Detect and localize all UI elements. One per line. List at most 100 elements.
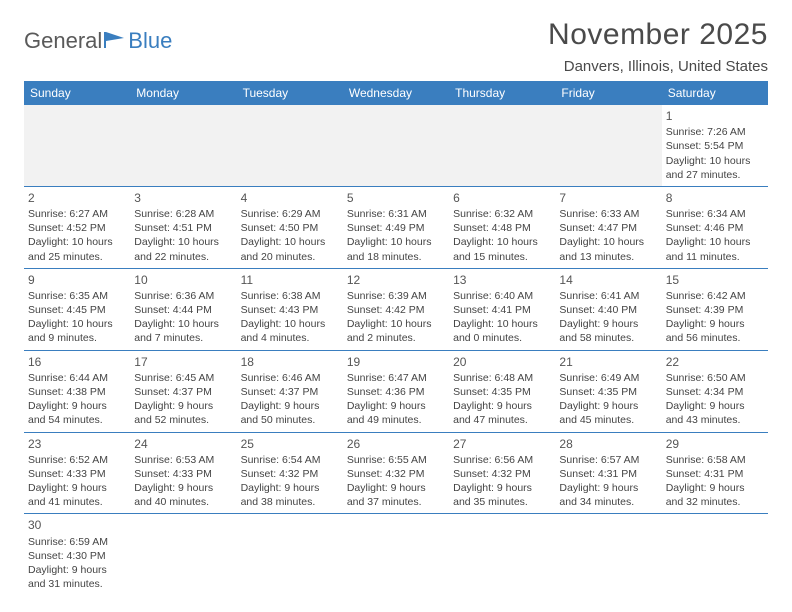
calendar-cell: 10Sunrise: 6:36 AMSunset: 4:44 PMDayligh… [130,268,236,350]
sunrise-text: Sunrise: 6:49 AM [559,371,657,385]
day-number: 11 [241,272,339,288]
calendar-row: 30Sunrise: 6:59 AMSunset: 4:30 PMDayligh… [24,514,768,595]
sunset-text: Sunset: 4:30 PM [28,549,126,563]
daylight-text: Daylight: 10 hours and 2 minutes. [347,317,445,345]
daylight-text: Daylight: 9 hours and 54 minutes. [28,399,126,427]
calendar-row: 1Sunrise: 7:26 AMSunset: 5:54 PMDaylight… [24,105,768,186]
sunset-text: Sunset: 4:42 PM [347,303,445,317]
sunset-text: Sunset: 4:48 PM [453,221,551,235]
sunset-text: Sunset: 4:39 PM [666,303,764,317]
calendar-cell-empty [130,514,236,595]
sunset-text: Sunset: 4:33 PM [28,467,126,481]
daylight-text: Daylight: 9 hours and 38 minutes. [241,481,339,509]
calendar-cell: 4Sunrise: 6:29 AMSunset: 4:50 PMDaylight… [237,186,343,268]
daylight-text: Daylight: 9 hours and 34 minutes. [559,481,657,509]
daylight-text: Daylight: 9 hours and 56 minutes. [666,317,764,345]
logo-flag-icon [104,32,126,48]
daylight-text: Daylight: 9 hours and 50 minutes. [241,399,339,427]
calendar-head: SundayMondayTuesdayWednesdayThursdayFrid… [24,81,768,105]
day-number: 30 [28,517,126,533]
calendar-row: 23Sunrise: 6:52 AMSunset: 4:33 PMDayligh… [24,432,768,514]
calendar-row: 9Sunrise: 6:35 AMSunset: 4:45 PMDaylight… [24,268,768,350]
calendar-cell: 19Sunrise: 6:47 AMSunset: 4:36 PMDayligh… [343,350,449,432]
calendar-cell-empty [662,514,768,595]
daylight-text: Daylight: 9 hours and 32 minutes. [666,481,764,509]
calendar-cell: 6Sunrise: 6:32 AMSunset: 4:48 PMDaylight… [449,186,555,268]
calendar-cell: 23Sunrise: 6:52 AMSunset: 4:33 PMDayligh… [24,432,130,514]
sunrise-text: Sunrise: 6:53 AM [134,453,232,467]
day-number: 26 [347,436,445,452]
day-number: 17 [134,354,232,370]
calendar-cell: 30Sunrise: 6:59 AMSunset: 4:30 PMDayligh… [24,514,130,595]
day-number: 2 [28,190,126,206]
day-number: 7 [559,190,657,206]
sunset-text: Sunset: 4:46 PM [666,221,764,235]
calendar-cell: 25Sunrise: 6:54 AMSunset: 4:32 PMDayligh… [237,432,343,514]
sunrise-text: Sunrise: 6:55 AM [347,453,445,467]
daylight-text: Daylight: 9 hours and 47 minutes. [453,399,551,427]
sunrise-text: Sunrise: 6:52 AM [28,453,126,467]
day-number: 27 [453,436,551,452]
daylight-text: Daylight: 10 hours and 18 minutes. [347,235,445,263]
calendar-cell: 29Sunrise: 6:58 AMSunset: 4:31 PMDayligh… [662,432,768,514]
calendar-cell: 3Sunrise: 6:28 AMSunset: 4:51 PMDaylight… [130,186,236,268]
sunrise-text: Sunrise: 7:26 AM [666,125,764,139]
sunset-text: Sunset: 4:44 PM [134,303,232,317]
daylight-text: Daylight: 10 hours and 11 minutes. [666,235,764,263]
location: Danvers, Illinois, United States [548,58,768,75]
daylight-text: Daylight: 9 hours and 35 minutes. [453,481,551,509]
sunrise-text: Sunrise: 6:46 AM [241,371,339,385]
sunrise-text: Sunrise: 6:33 AM [559,207,657,221]
calendar-cell-empty [130,105,236,186]
calendar-cell: 2Sunrise: 6:27 AMSunset: 4:52 PMDaylight… [24,186,130,268]
calendar-cell-empty [555,105,661,186]
calendar-cell: 13Sunrise: 6:40 AMSunset: 4:41 PMDayligh… [449,268,555,350]
sunset-text: Sunset: 4:49 PM [347,221,445,235]
day-number: 4 [241,190,339,206]
calendar-cell: 12Sunrise: 6:39 AMSunset: 4:42 PMDayligh… [343,268,449,350]
calendar-cell: 18Sunrise: 6:46 AMSunset: 4:37 PMDayligh… [237,350,343,432]
day-number: 16 [28,354,126,370]
sunset-text: Sunset: 4:45 PM [28,303,126,317]
daylight-text: Daylight: 10 hours and 4 minutes. [241,317,339,345]
sunset-text: Sunset: 4:50 PM [241,221,339,235]
calendar-cell: 8Sunrise: 6:34 AMSunset: 4:46 PMDaylight… [662,186,768,268]
sunset-text: Sunset: 4:34 PM [666,385,764,399]
sunrise-text: Sunrise: 6:50 AM [666,371,764,385]
day-number: 12 [347,272,445,288]
day-header-row: SundayMondayTuesdayWednesdayThursdayFrid… [24,81,768,105]
title-block: November 2025 Danvers, Illinois, United … [548,18,768,75]
month-title: November 2025 [548,18,768,52]
sunrise-text: Sunrise: 6:57 AM [559,453,657,467]
sunset-text: Sunset: 4:37 PM [134,385,232,399]
sunrise-text: Sunrise: 6:59 AM [28,535,126,549]
day-number: 29 [666,436,764,452]
sunset-text: Sunset: 4:36 PM [347,385,445,399]
calendar-cell: 9Sunrise: 6:35 AMSunset: 4:45 PMDaylight… [24,268,130,350]
day-number: 24 [134,436,232,452]
daylight-text: Daylight: 10 hours and 9 minutes. [28,317,126,345]
logo-text-left: General [24,28,102,54]
sunset-text: Sunset: 4:35 PM [453,385,551,399]
sunrise-text: Sunrise: 6:28 AM [134,207,232,221]
sunset-text: Sunset: 4:52 PM [28,221,126,235]
sunrise-text: Sunrise: 6:35 AM [28,289,126,303]
calendar-row: 2Sunrise: 6:27 AMSunset: 4:52 PMDaylight… [24,186,768,268]
day-header: Thursday [449,81,555,105]
daylight-text: Daylight: 9 hours and 40 minutes. [134,481,232,509]
sunrise-text: Sunrise: 6:56 AM [453,453,551,467]
day-number: 28 [559,436,657,452]
day-header: Friday [555,81,661,105]
sunrise-text: Sunrise: 6:32 AM [453,207,551,221]
sunrise-text: Sunrise: 6:58 AM [666,453,764,467]
day-header: Saturday [662,81,768,105]
daylight-text: Daylight: 10 hours and 25 minutes. [28,235,126,263]
calendar-cell-empty [449,105,555,186]
sunrise-text: Sunrise: 6:41 AM [559,289,657,303]
sunset-text: Sunset: 4:43 PM [241,303,339,317]
calendar-cell: 22Sunrise: 6:50 AMSunset: 4:34 PMDayligh… [662,350,768,432]
daylight-text: Daylight: 10 hours and 0 minutes. [453,317,551,345]
daylight-text: Daylight: 10 hours and 7 minutes. [134,317,232,345]
day-number: 10 [134,272,232,288]
day-header: Sunday [24,81,130,105]
